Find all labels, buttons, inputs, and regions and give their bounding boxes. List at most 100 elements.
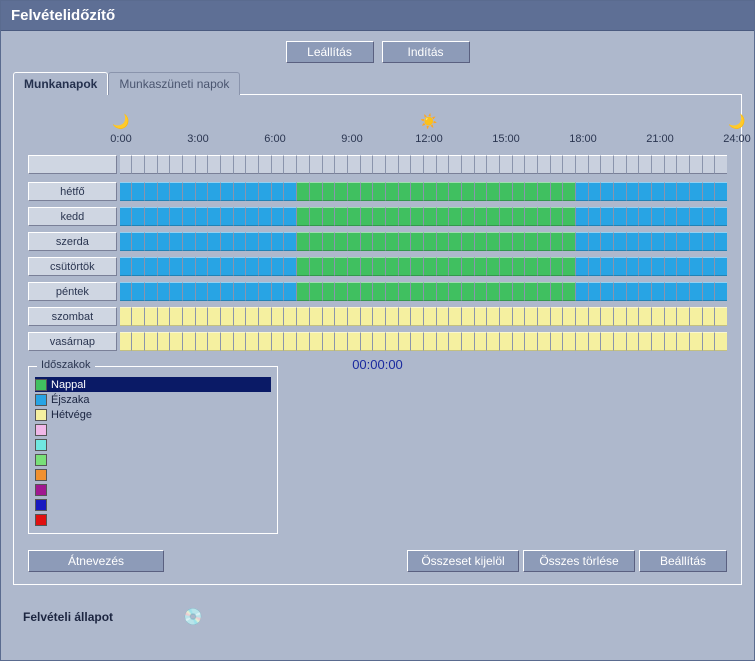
schedule-slot[interactable] xyxy=(208,182,221,201)
day-label-empty[interactable] xyxy=(28,155,117,174)
column-header-slot[interactable] xyxy=(221,155,234,174)
schedule-slot[interactable] xyxy=(614,207,627,226)
schedule-slot[interactable] xyxy=(373,207,386,226)
legend-item[interactable]: Hétvége xyxy=(35,407,271,422)
schedule-slot[interactable] xyxy=(120,232,133,251)
schedule-slot[interactable] xyxy=(424,307,437,326)
schedule-slot[interactable] xyxy=(158,182,171,201)
column-header-slot[interactable] xyxy=(323,155,336,174)
schedule-slot[interactable] xyxy=(614,257,627,276)
schedule-slot[interactable] xyxy=(589,257,602,276)
schedule-slot[interactable] xyxy=(513,332,526,351)
schedule-slot[interactable] xyxy=(703,182,716,201)
schedule-slot[interactable] xyxy=(399,257,412,276)
column-header-slot[interactable] xyxy=(690,155,703,174)
day-label[interactable]: szerda xyxy=(28,232,117,251)
schedule-slot[interactable] xyxy=(221,332,234,351)
column-header-slot[interactable] xyxy=(386,155,399,174)
schedule-slot[interactable] xyxy=(234,307,247,326)
schedule-slot[interactable] xyxy=(399,282,412,301)
schedule-slot[interactable] xyxy=(348,332,361,351)
schedule-slot[interactable] xyxy=(538,232,551,251)
schedule-slot[interactable] xyxy=(297,207,310,226)
column-header-slot[interactable] xyxy=(576,155,589,174)
schedule-slot[interactable] xyxy=(487,307,500,326)
schedule-slot[interactable] xyxy=(437,232,450,251)
schedule-slot[interactable] xyxy=(513,282,526,301)
schedule-slot[interactable] xyxy=(183,257,196,276)
schedule-slot[interactable] xyxy=(335,332,348,351)
start-button[interactable]: Indítás xyxy=(382,41,470,63)
schedule-slot[interactable] xyxy=(513,257,526,276)
schedule-slot[interactable] xyxy=(196,207,209,226)
schedule-slot[interactable] xyxy=(373,257,386,276)
column-header-slot[interactable] xyxy=(677,155,690,174)
schedule-slot[interactable] xyxy=(513,307,526,326)
schedule-slot[interactable] xyxy=(525,332,538,351)
schedule-slot[interactable] xyxy=(525,232,538,251)
day-label[interactable]: szombat xyxy=(28,307,117,326)
schedule-slot[interactable] xyxy=(259,257,272,276)
schedule-slot[interactable] xyxy=(462,207,475,226)
schedule-slot[interactable] xyxy=(703,207,716,226)
schedule-slot[interactable] xyxy=(614,282,627,301)
schedule-slot[interactable] xyxy=(576,307,589,326)
schedule-slot[interactable] xyxy=(272,257,285,276)
schedule-slot[interactable] xyxy=(272,232,285,251)
column-header-slot[interactable] xyxy=(297,155,310,174)
schedule-slot[interactable] xyxy=(132,232,145,251)
schedule-slot[interactable] xyxy=(272,207,285,226)
schedule-slot[interactable] xyxy=(323,307,336,326)
schedule-slot[interactable] xyxy=(487,257,500,276)
column-header-slot[interactable] xyxy=(272,155,285,174)
column-header-slot[interactable] xyxy=(614,155,627,174)
schedule-slot[interactable] xyxy=(665,182,678,201)
schedule-slot[interactable] xyxy=(132,257,145,276)
schedule-slot[interactable] xyxy=(145,307,158,326)
schedule-slot[interactable] xyxy=(221,207,234,226)
schedule-slot[interactable] xyxy=(183,232,196,251)
column-header-slot[interactable] xyxy=(183,155,196,174)
schedule-slot[interactable] xyxy=(221,257,234,276)
schedule-slot[interactable] xyxy=(208,257,221,276)
schedule-slot[interactable] xyxy=(690,282,703,301)
schedule-slot[interactable] xyxy=(449,232,462,251)
schedule-slot[interactable] xyxy=(525,307,538,326)
schedule-slot[interactable] xyxy=(690,182,703,201)
schedule-slot[interactable] xyxy=(715,257,727,276)
schedule-slot[interactable] xyxy=(158,257,171,276)
schedule-slot[interactable] xyxy=(538,182,551,201)
column-header-slot[interactable] xyxy=(462,155,475,174)
schedule-slot[interactable] xyxy=(196,232,209,251)
schedule-slot[interactable] xyxy=(399,307,412,326)
schedule-slot[interactable] xyxy=(373,282,386,301)
schedule-slot[interactable] xyxy=(614,332,627,351)
schedule-slot[interactable] xyxy=(158,207,171,226)
schedule-slot[interactable] xyxy=(576,257,589,276)
schedule-slot[interactable] xyxy=(715,282,727,301)
schedule-slot[interactable] xyxy=(563,332,576,351)
schedule-slot[interactable] xyxy=(284,182,297,201)
schedule-slot[interactable] xyxy=(601,232,614,251)
schedule-slot[interactable] xyxy=(221,282,234,301)
schedule-slot[interactable] xyxy=(348,307,361,326)
schedule-slot[interactable] xyxy=(513,182,526,201)
schedule-slot[interactable] xyxy=(665,257,678,276)
schedule-slot[interactable] xyxy=(639,182,652,201)
schedule-slot[interactable] xyxy=(690,232,703,251)
schedule-slot[interactable] xyxy=(373,332,386,351)
schedule-slot[interactable] xyxy=(563,282,576,301)
schedule-slot[interactable] xyxy=(284,332,297,351)
schedule-slot[interactable] xyxy=(310,182,323,201)
schedule-slot[interactable] xyxy=(500,332,513,351)
schedule-slot[interactable] xyxy=(551,282,564,301)
schedule-slot[interactable] xyxy=(627,182,640,201)
schedule-slot[interactable] xyxy=(120,282,133,301)
tab-holidays[interactable]: Munkaszüneti napok xyxy=(108,72,240,95)
schedule-slot[interactable] xyxy=(361,332,374,351)
schedule-slot[interactable] xyxy=(576,207,589,226)
column-header-slot[interactable] xyxy=(310,155,323,174)
schedule-slot[interactable] xyxy=(386,207,399,226)
schedule-slot[interactable] xyxy=(386,232,399,251)
schedule-slot[interactable] xyxy=(284,307,297,326)
